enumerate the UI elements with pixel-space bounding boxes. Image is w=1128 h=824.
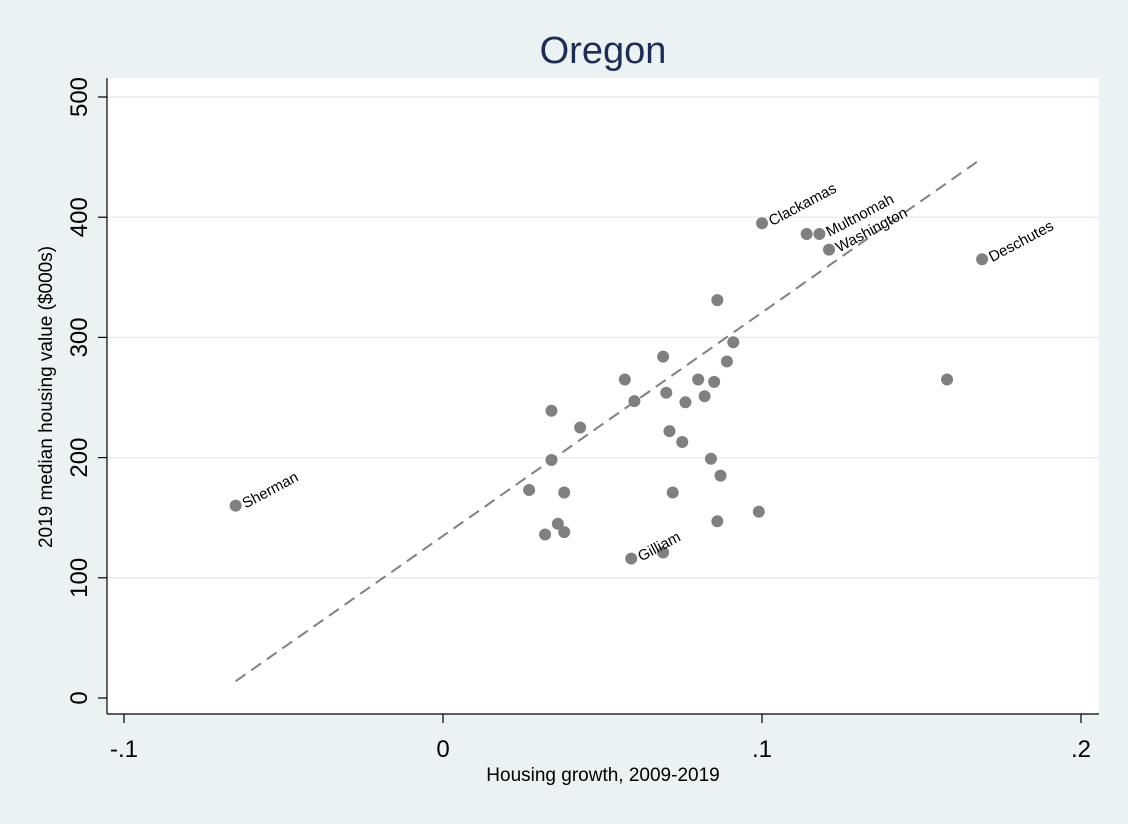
data-point: [704, 452, 717, 465]
data-point: [618, 373, 631, 386]
x-tick-label: -.1: [110, 736, 138, 763]
data-point: [727, 336, 740, 349]
y-axis-title: 2019 median housing value ($000s): [36, 246, 57, 548]
data-point: [676, 435, 689, 448]
data-point: [692, 373, 705, 386]
data-point: [558, 526, 571, 539]
data-point: [708, 375, 721, 388]
y-tick-label: 400: [66, 197, 93, 237]
plot-area: [107, 78, 1099, 714]
data-point: [558, 486, 571, 499]
data-point: [660, 386, 673, 399]
data-point: [657, 546, 670, 559]
data-point: [657, 350, 670, 363]
gridlines: [107, 96, 1099, 579]
data-point: [941, 373, 954, 386]
y-tick-label: 500: [66, 77, 93, 117]
y-ticks: 0 100 200 300 400 500: [66, 77, 107, 705]
data-point: [976, 253, 989, 266]
x-tick-label: 0: [436, 736, 449, 763]
y-tick-label: 200: [66, 438, 93, 478]
data-point: [574, 421, 587, 434]
data-point: [625, 552, 638, 565]
y-tick-label: 0: [66, 691, 93, 704]
data-point: [523, 484, 536, 497]
data-point: [711, 515, 724, 528]
data-point: [551, 517, 564, 530]
data-point: [698, 390, 711, 403]
y-tick-label: 100: [66, 558, 93, 598]
x-tick-label: .2: [1071, 736, 1091, 763]
chart-title: Oregon: [540, 30, 667, 72]
x-axis-title: Housing growth, 2009-2019: [486, 765, 719, 786]
data-point: [711, 294, 724, 307]
data-point: [545, 454, 558, 467]
data-point: [822, 243, 835, 256]
data-point: [800, 228, 813, 241]
data-point: [628, 395, 641, 408]
data-point: [720, 355, 733, 368]
data-point: [229, 499, 242, 512]
x-tick-label: .1: [752, 736, 772, 763]
data-point: [813, 228, 826, 241]
data-point: [539, 528, 552, 541]
data-point: [663, 425, 676, 438]
y-tick-label: 300: [66, 317, 93, 357]
data-point: [714, 469, 727, 482]
x-ticks: -.1 0 .1 .2: [110, 714, 1091, 763]
data-point: [752, 505, 765, 518]
data-points: [229, 217, 989, 565]
data-point: [756, 217, 768, 230]
data-point: [545, 404, 558, 417]
data-point: [666, 486, 679, 499]
data-point: [679, 396, 692, 409]
